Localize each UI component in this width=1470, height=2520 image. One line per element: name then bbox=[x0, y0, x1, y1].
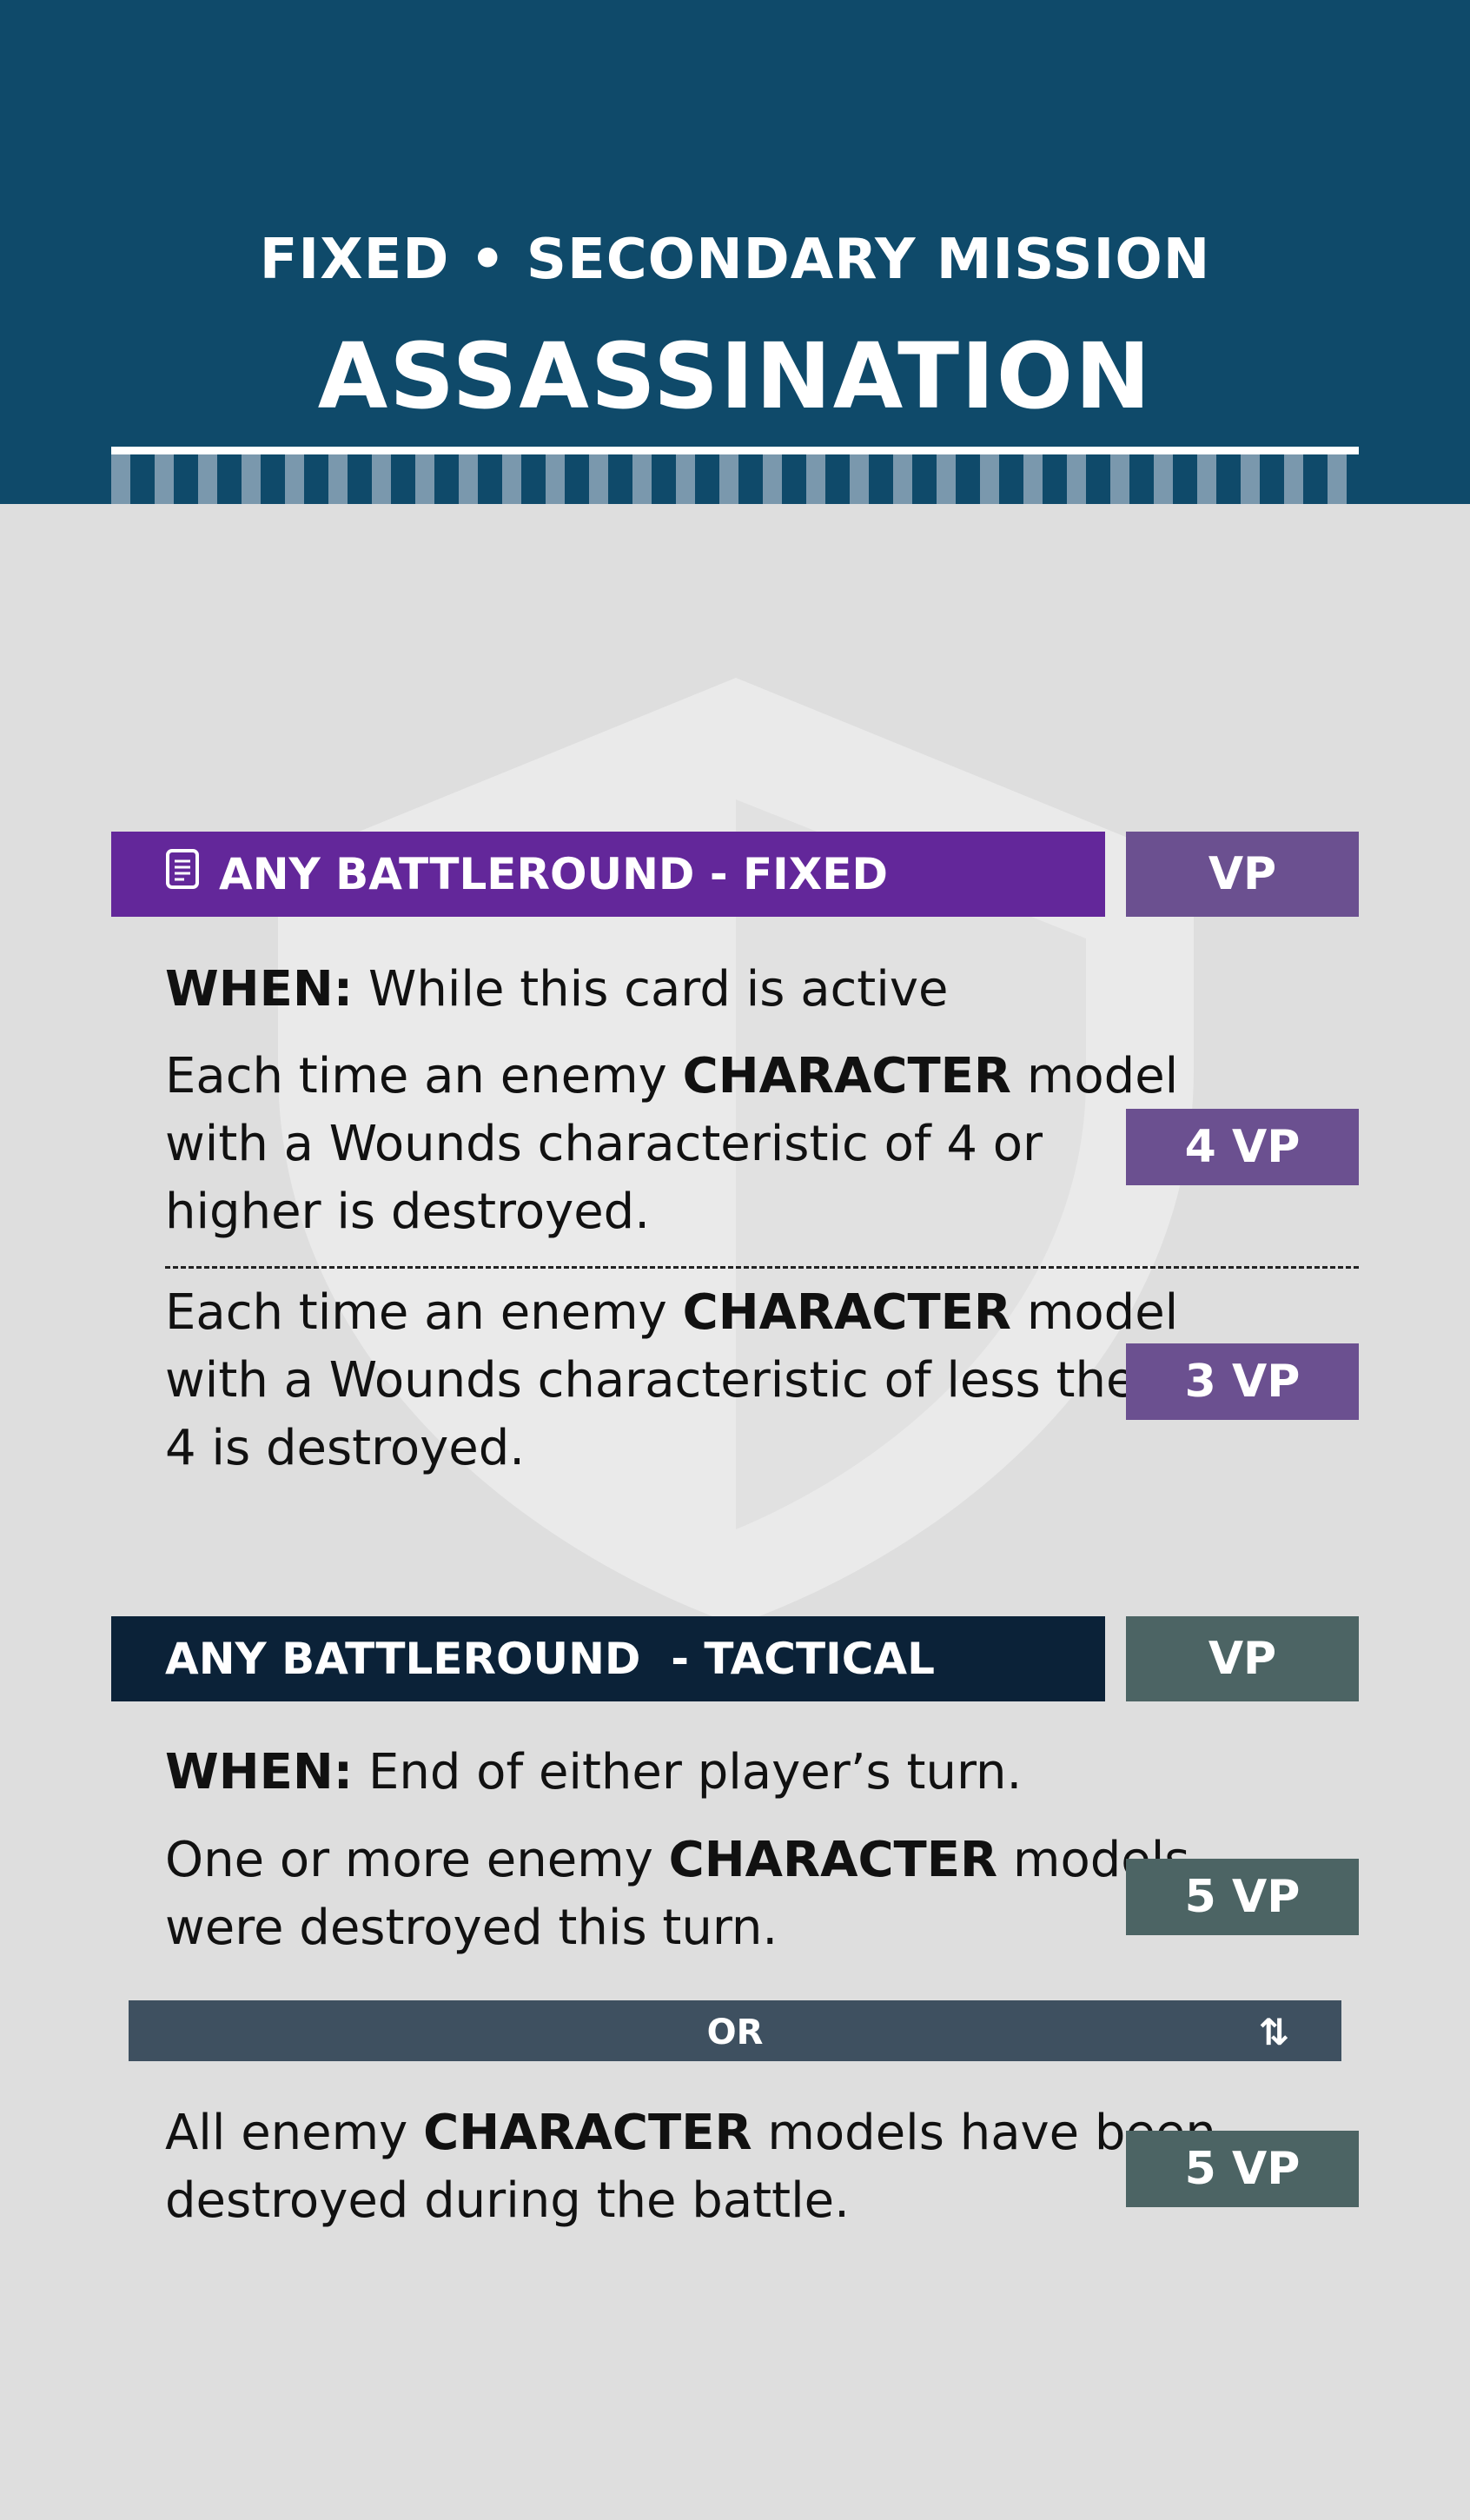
fixed-vp-value-2: 3 VP bbox=[1126, 1343, 1359, 1420]
fixed-condition-2: Each time an enemy CHARACTER model with … bbox=[165, 1279, 1178, 1482]
fixed-vp-header-label: VP bbox=[1208, 848, 1277, 900]
tactical-when-line: WHEN: End of either player’s turn. bbox=[165, 1739, 1022, 1807]
condition-text: Each time an enemy bbox=[165, 1284, 683, 1341]
fixed-vp-value-1: 4 VP bbox=[1126, 1109, 1359, 1185]
when-label: WHEN: bbox=[165, 1744, 354, 1800]
condition-keyword: CHARACTER bbox=[423, 2105, 752, 2161]
fixed-condition-1: Each time an enemy CHARACTER model with … bbox=[165, 1043, 1178, 1246]
tactical-vp-value-1: 5 VP bbox=[1126, 1859, 1359, 1935]
condition-text: with a Wounds characteristic of 4 or bbox=[165, 1116, 1043, 1172]
condition-text: Each time an enemy bbox=[165, 1048, 683, 1104]
tactical-condition-2: All enemy CHARACTER models have been des… bbox=[165, 2099, 1216, 2235]
swap-arrows-icon: ⇅ bbox=[1258, 2011, 1289, 2053]
condition-text: higher is destroyed. bbox=[165, 1184, 651, 1240]
condition-text: model bbox=[1011, 1284, 1179, 1341]
condition-text: with a Wounds characteristic of less the… bbox=[165, 1352, 1167, 1409]
fixed-section-title: ANY BATTLEROUND - FIXED bbox=[219, 849, 888, 899]
when-text: While this card is active bbox=[353, 961, 949, 1018]
vp-value: 3 VP bbox=[1184, 1356, 1301, 1408]
tactical-vp-header-label: VP bbox=[1208, 1633, 1277, 1685]
header-rule bbox=[111, 447, 1359, 454]
condition-text: One or more enemy bbox=[165, 1832, 669, 1888]
condition-keyword: CHARACTER bbox=[682, 1284, 1012, 1341]
or-divider: OR ⇅ bbox=[129, 2000, 1341, 2061]
tactical-condition-1: One or more enemy CHARACTER models were … bbox=[165, 1827, 1189, 1962]
document-icon bbox=[165, 848, 200, 900]
tactical-section-header: ANY BATTLEROUND - TACTICAL bbox=[111, 1616, 1105, 1701]
condition-divider bbox=[165, 1266, 1359, 1269]
condition-text: destroyed during the battle. bbox=[165, 2172, 850, 2229]
mission-title: ASSASSINATION bbox=[317, 323, 1153, 429]
mission-subtitle: FIXED • SECONDARY MISSION bbox=[259, 228, 1211, 292]
condition-keyword: CHARACTER bbox=[682, 1048, 1012, 1104]
fixed-when-line: WHEN: While this card is active bbox=[165, 956, 948, 1024]
when-text: End of either player’s turn. bbox=[353, 1744, 1023, 1800]
header-stripes bbox=[111, 454, 1359, 504]
vp-value: 4 VP bbox=[1184, 1121, 1301, 1173]
when-label: WHEN: bbox=[165, 961, 354, 1018]
vp-value: 5 VP bbox=[1184, 1871, 1301, 1923]
condition-text: 4 is destroyed. bbox=[165, 1420, 526, 1476]
or-label: OR bbox=[706, 2013, 764, 2052]
tactical-vp-header: VP bbox=[1126, 1616, 1359, 1701]
fixed-section-header: ANY BATTLEROUND - FIXED bbox=[111, 832, 1105, 917]
condition-text: model bbox=[1011, 1048, 1179, 1104]
condition-keyword: CHARACTER bbox=[668, 1832, 998, 1888]
condition-text: All enemy bbox=[165, 2105, 424, 2161]
tactical-section-title: ANY BATTLEROUND - TACTICAL bbox=[165, 1634, 935, 1684]
vp-value: 5 VP bbox=[1184, 2143, 1301, 2195]
condition-text: were destroyed this turn. bbox=[165, 1900, 778, 1956]
card-header: FIXED • SECONDARY MISSION ASSASSINATION bbox=[0, 0, 1470, 504]
tactical-vp-value-2: 5 VP bbox=[1126, 2131, 1359, 2207]
fixed-vp-header: VP bbox=[1126, 832, 1359, 917]
